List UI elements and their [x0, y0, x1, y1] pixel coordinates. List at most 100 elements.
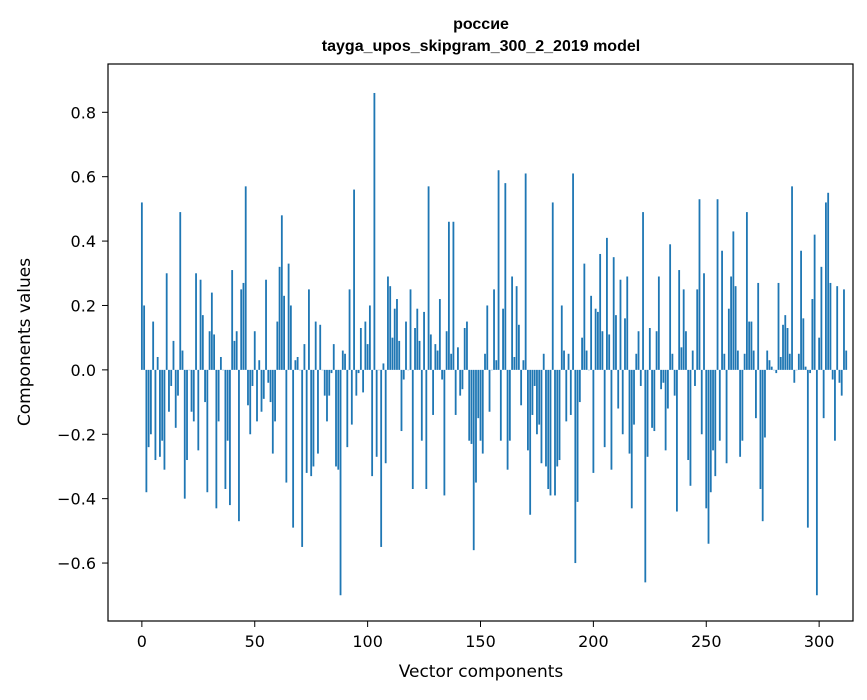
- bar: [425, 370, 427, 489]
- bar: [622, 370, 624, 434]
- bar: [685, 331, 687, 370]
- bar: [326, 370, 328, 422]
- bar: [195, 273, 197, 370]
- bar: [398, 341, 400, 370]
- bar: [552, 202, 554, 369]
- bar: [629, 370, 631, 454]
- bar: [245, 186, 247, 370]
- bar: [315, 322, 317, 370]
- bar: [218, 370, 220, 422]
- bar: [211, 293, 213, 370]
- bar: [297, 357, 299, 370]
- y-axis-label: Components values: [15, 258, 35, 426]
- bar: [581, 338, 583, 370]
- bar: [206, 370, 208, 492]
- bar: [839, 370, 841, 383]
- bar: [676, 370, 678, 512]
- bar: [364, 322, 366, 370]
- x-tick-label: 150: [465, 632, 496, 651]
- bar: [714, 370, 716, 476]
- bar: [170, 370, 172, 386]
- bar: [500, 370, 502, 441]
- bar: [651, 370, 653, 428]
- bar: [690, 370, 692, 486]
- bar: [633, 370, 635, 425]
- bar: [191, 370, 193, 412]
- bar: [744, 354, 746, 370]
- bar: [466, 322, 468, 370]
- bar: [471, 370, 473, 444]
- bar: [787, 328, 789, 370]
- bar: [536, 370, 538, 434]
- bar: [234, 341, 236, 370]
- bar: [683, 289, 685, 369]
- bar: [157, 357, 159, 370]
- bar: [816, 370, 818, 595]
- bar: [572, 173, 574, 369]
- bar: [592, 370, 594, 473]
- bar: [728, 309, 730, 370]
- bar: [292, 370, 294, 528]
- bar: [281, 215, 283, 370]
- bar: [450, 354, 452, 370]
- bar: [256, 370, 258, 422]
- bar: [175, 370, 177, 428]
- bar: [150, 370, 152, 434]
- bar: [401, 370, 403, 431]
- bar: [649, 328, 651, 370]
- bar: [660, 370, 662, 389]
- bar: [182, 351, 184, 370]
- bar: [516, 286, 518, 370]
- bar: [703, 273, 705, 370]
- bar: [760, 370, 762, 489]
- bar: [726, 370, 728, 463]
- bar: [164, 370, 166, 470]
- bar: [746, 212, 748, 370]
- bar: [238, 370, 240, 521]
- bar: [834, 370, 836, 441]
- bar: [423, 312, 425, 370]
- bar: [274, 370, 276, 422]
- bar: [705, 370, 707, 508]
- bar: [606, 238, 608, 370]
- bar: [383, 363, 385, 369]
- bar: [751, 322, 753, 370]
- bar: [721, 251, 723, 370]
- y-tick-label: 0.8: [71, 103, 96, 122]
- bar: [193, 370, 195, 422]
- bar: [841, 370, 843, 396]
- bar: [735, 286, 737, 370]
- bar: [243, 283, 245, 370]
- bar: [789, 354, 791, 370]
- bar: [766, 351, 768, 370]
- bar: [613, 257, 615, 370]
- bar: [642, 212, 644, 370]
- bar: [373, 93, 375, 370]
- bar: [310, 370, 312, 476]
- bar: [421, 370, 423, 441]
- x-tick-label: 0: [137, 632, 147, 651]
- bar: [308, 289, 310, 369]
- bar: [532, 370, 534, 415]
- bar: [396, 299, 398, 370]
- bar: [845, 351, 847, 370]
- x-tick-label: 50: [245, 632, 265, 651]
- bar: [392, 338, 394, 370]
- bar: [369, 305, 371, 369]
- bar: [434, 344, 436, 370]
- bar: [827, 193, 829, 370]
- bar: [480, 370, 482, 441]
- x-axis-label: Vector components: [399, 662, 564, 682]
- bar: [477, 370, 479, 418]
- bar: [416, 309, 418, 370]
- bar: [197, 370, 199, 450]
- bar: [764, 370, 766, 438]
- bar: [344, 354, 346, 370]
- bar: [202, 315, 204, 370]
- bar: [473, 370, 475, 550]
- bar: [236, 331, 238, 370]
- bar: [708, 370, 710, 544]
- bar: [541, 370, 543, 463]
- bar: [290, 305, 292, 369]
